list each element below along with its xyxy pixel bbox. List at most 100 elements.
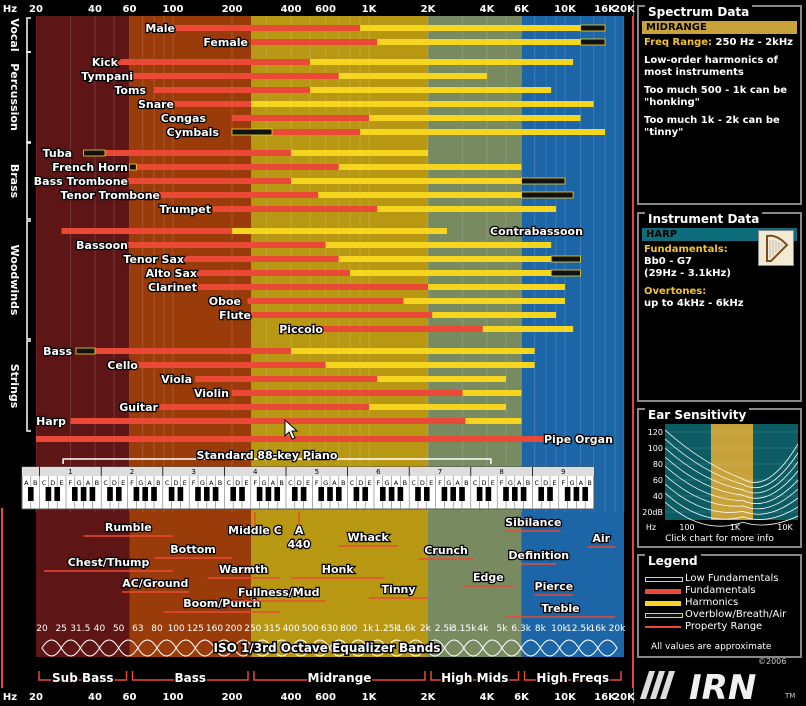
- fundamentals-bar[interactable]: [70, 418, 466, 424]
- harmonics-bar[interactable]: [325, 242, 552, 248]
- fundamentals-bar[interactable]: [213, 206, 378, 212]
- overblow-bar[interactable]: [550, 269, 581, 277]
- fundamentals-bar[interactable]: [309, 326, 483, 332]
- instrument-french-horn[interactable]: French Horn: [51, 160, 522, 175]
- fundamentals-bar[interactable]: [36, 436, 547, 442]
- overblow-bar[interactable]: [521, 191, 574, 199]
- fundamentals-bar[interactable]: [154, 192, 319, 198]
- descriptor-pierce[interactable]: Pierce: [533, 579, 574, 596]
- instrument-kick[interactable]: Kick: [91, 55, 574, 70]
- descriptor-chest-thump[interactable]: Chest/Thump: [44, 555, 173, 572]
- band-sub-bass[interactable]: [36, 16, 130, 657]
- band-midrange[interactable]: [250, 16, 428, 657]
- instrument-cello[interactable]: Cello: [106, 358, 535, 373]
- instrument-bassoon[interactable]: Bassoon: [75, 238, 552, 253]
- instrument-harp[interactable]: Harp: [35, 414, 522, 429]
- instrument-alto-sax[interactable]: Alto Sax: [144, 266, 581, 281]
- fundamentals-bar[interactable]: [247, 298, 404, 304]
- fundamentals-bar[interactable]: [129, 73, 339, 79]
- overblow-bar[interactable]: [83, 149, 106, 157]
- band-high-mids[interactable]: [428, 16, 522, 657]
- instrument-tenor-sax[interactable]: Tenor Sax: [122, 252, 581, 267]
- fundamentals-bar[interactable]: [181, 256, 339, 262]
- harmonics-bar[interactable]: [309, 87, 552, 93]
- fundamentals-bar[interactable]: [122, 178, 292, 184]
- descriptor-440[interactable]: 440: [286, 537, 312, 553]
- fundamentals-bar[interactable]: [172, 25, 361, 31]
- instrument-oboe[interactable]: Oboe: [208, 294, 565, 309]
- overblow-bar[interactable]: [231, 128, 273, 136]
- overblow-bar[interactable]: [75, 347, 96, 355]
- harmonics-bar[interactable]: [291, 150, 428, 156]
- harmonics-bar[interactable]: [350, 270, 552, 276]
- descriptor-a[interactable]: A: [294, 523, 306, 539]
- instrument-bass[interactable]: Bass: [42, 344, 535, 359]
- harmonics-bar[interactable]: [360, 129, 606, 135]
- fundamentals-bar[interactable]: [272, 129, 361, 135]
- fundamentals-bar[interactable]: [113, 59, 310, 65]
- overblow-bar[interactable]: [550, 255, 581, 263]
- instrument-snare[interactable]: Snare: [137, 97, 594, 112]
- harmonics-bar[interactable]: [482, 326, 574, 332]
- fundamentals-bar[interactable]: [136, 362, 326, 368]
- descriptor-fullness-mud[interactable]: Fullness/Mud: [232, 585, 326, 602]
- harmonics-bar[interactable]: [465, 418, 522, 424]
- fundamentals-bar[interactable]: [136, 164, 339, 170]
- descriptor-middle-c[interactable]: Middle C: [227, 523, 283, 539]
- instrument-flute[interactable]: Flute: [218, 308, 557, 323]
- harmonics-bar[interactable]: [377, 376, 506, 382]
- instrument-bass-trombone[interactable]: Bass Trombone: [33, 174, 566, 189]
- instrument-cymbals[interactable]: Cymbals: [165, 125, 606, 140]
- fundamentals-bar[interactable]: [232, 115, 369, 121]
- descriptor-rumble[interactable]: Rumble: [83, 520, 173, 537]
- descriptor-warmth[interactable]: Warmth: [207, 562, 280, 579]
- fundamentals-bar[interactable]: [105, 150, 292, 156]
- fundamentals-bar[interactable]: [159, 404, 369, 410]
- descriptor-crunch[interactable]: Crunch: [419, 543, 474, 560]
- ear-sensitivity-chart[interactable]: 120 100 80 60 40 20dB Hz 100 1K 10K: [643, 424, 798, 532]
- harmonics-bar[interactable]: [432, 312, 557, 318]
- fundamentals-bar[interactable]: [61, 228, 233, 234]
- harmonics-bar[interactable]: [368, 404, 506, 410]
- harmonics-bar[interactable]: [368, 115, 581, 121]
- instrument-pipe-organ[interactable]: Pipe Organ: [36, 432, 614, 447]
- harmonics-bar[interactable]: [338, 256, 552, 262]
- instrument-toms[interactable]: Toms: [113, 83, 552, 98]
- fundamentals-bar[interactable]: [122, 242, 326, 248]
- harmonics-bar[interactable]: [325, 362, 535, 368]
- harmonics-bar[interactable]: [377, 206, 557, 212]
- band-high-freqs[interactable]: [521, 16, 624, 657]
- fundamentals-bar[interactable]: [232, 390, 463, 396]
- instrument-piccolo[interactable]: Piccolo: [278, 322, 574, 337]
- ear-sensitivity-panel[interactable]: Ear Sensitivity 120 100 80 60 40 20dB Hz 100 1K 1…: [637, 408, 802, 548]
- instrument-guitar[interactable]: Guitar: [118, 400, 506, 415]
- descriptor-edge[interactable]: Edge: [462, 570, 515, 587]
- instrument-bars[interactable]: Male Female KickTympaniTomsSnareCongasCymb…: [33, 21, 615, 448]
- harmonics-bar[interactable]: [338, 164, 522, 170]
- fundamentals-bar[interactable]: [195, 376, 378, 382]
- overblow-bar[interactable]: [521, 177, 566, 185]
- fundamentals-bar[interactable]: [195, 284, 428, 290]
- fundamentals-bar[interactable]: [95, 348, 292, 354]
- instrument-congas[interactable]: Congas: [159, 111, 581, 126]
- instrument-contrabassoon[interactable]: Contrabassoon: [61, 224, 584, 239]
- instrument-viola[interactable]: Viola: [160, 372, 506, 387]
- harmonics-bar[interactable]: [250, 101, 594, 107]
- descriptor-definition[interactable]: Definition: [507, 548, 570, 565]
- descriptor-tinny[interactable]: Tinny: [368, 582, 428, 599]
- fundamentals-bar[interactable]: [172, 101, 251, 107]
- instrument-tympani[interactable]: Tympani: [80, 69, 488, 84]
- harmonics-bar[interactable]: [232, 228, 447, 234]
- descriptor-ac-ground[interactable]: AC/Ground: [121, 576, 190, 593]
- overblow-bar[interactable]: [129, 163, 137, 171]
- instrument-trumpet[interactable]: Trumpet: [158, 202, 557, 217]
- harmonics-bar[interactable]: [309, 59, 574, 65]
- fundamentals-bar[interactable]: [195, 270, 351, 276]
- band-bass[interactable]: [129, 16, 251, 657]
- harmonics-bar[interactable]: [403, 298, 565, 304]
- instrument-violin[interactable]: Violin: [193, 386, 522, 401]
- descriptor-air[interactable]: Air: [587, 531, 616, 548]
- overblow-bar[interactable]: [580, 38, 606, 46]
- instrument-clarinet[interactable]: Clarinet: [147, 280, 565, 295]
